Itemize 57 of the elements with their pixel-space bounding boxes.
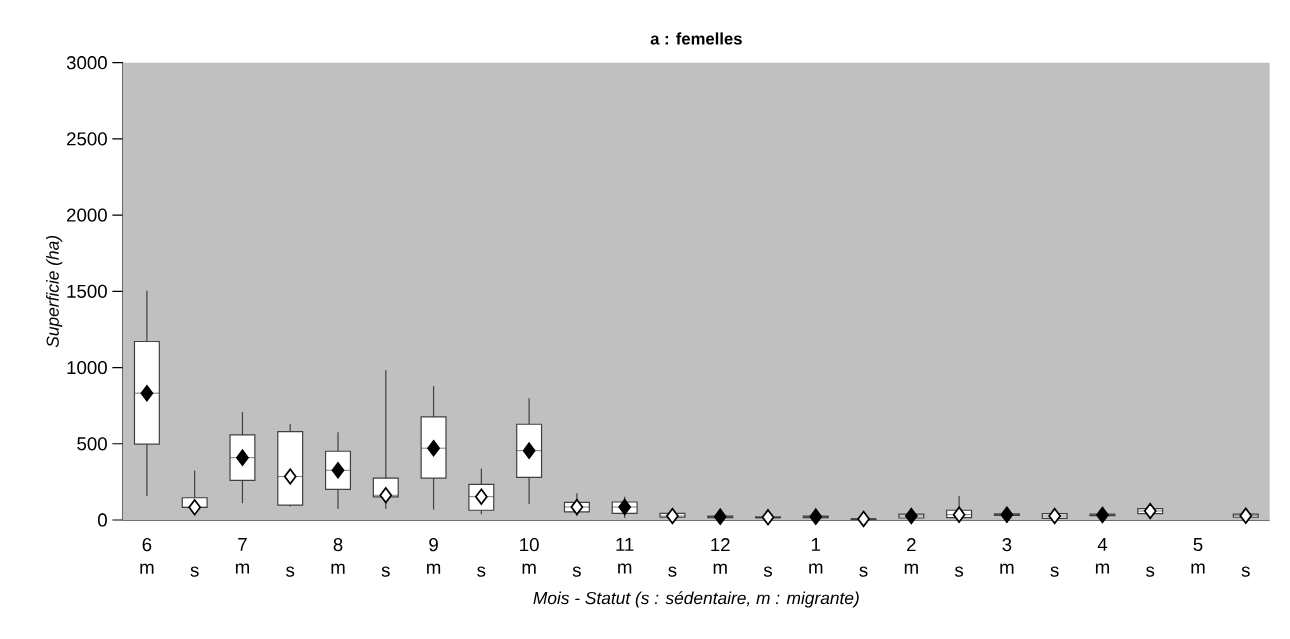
x-tick-label: 7 m: [235, 538, 249, 574]
x-tick-label: 12 m: [711, 538, 730, 574]
x-tick-label: s: [477, 566, 486, 577]
x-tick-label: s: [1146, 566, 1155, 577]
point: [427, 439, 440, 457]
x-tick-label: s: [1050, 566, 1059, 577]
point: [236, 449, 249, 466]
point: [904, 507, 918, 525]
x-tick-label: 10 m: [520, 538, 539, 574]
point: [474, 488, 488, 505]
x-tick-label: 2 m: [904, 538, 918, 574]
point: [618, 498, 632, 516]
y-tick-label: 2000: [67, 208, 107, 222]
point: [140, 384, 154, 402]
y-tick-label: 1000: [67, 360, 107, 375]
point: [1000, 506, 1014, 523]
x-tick-label: 9 m: [427, 538, 441, 574]
point: [713, 508, 727, 525]
y-axis-title: Superficie (ha): [46, 236, 63, 348]
y-tick-label: 1500: [67, 284, 107, 298]
point: [1096, 506, 1109, 524]
point: [331, 462, 345, 479]
x-tick-label: 6 m: [140, 538, 154, 574]
x-tick-label: s: [954, 566, 964, 577]
y-tick-label: 2500: [67, 132, 107, 146]
point: [1143, 502, 1157, 520]
point: [952, 506, 966, 523]
point: [522, 442, 536, 459]
x-tick-label: 4 m: [1095, 538, 1109, 574]
y-tick-label: 0: [97, 513, 107, 527]
point: [666, 507, 679, 525]
y-tick-label: 500: [77, 437, 107, 451]
x-tick-label: s: [668, 566, 677, 577]
x-tick-label: s: [381, 566, 390, 577]
point: [188, 499, 202, 516]
point: [379, 487, 393, 504]
point: [1239, 507, 1253, 524]
x-tick-label: s: [859, 566, 868, 577]
point: [1048, 507, 1062, 525]
point: [809, 508, 823, 525]
x-tick-label: 8 m: [331, 538, 345, 574]
x-tick-label: s: [763, 566, 772, 577]
x-tick-label: s: [190, 566, 199, 577]
x-tick-label: 3 m: [1000, 538, 1014, 574]
chart-title: a : femelles: [650, 32, 742, 45]
x-tick-label: 5 m: [1191, 538, 1205, 574]
x-tick-label: s: [572, 566, 581, 577]
point: [570, 498, 584, 516]
point: [283, 468, 297, 485]
y-tick-label: 3000: [66, 56, 107, 70]
x-tick-label: 1 m: [809, 538, 823, 574]
point: [761, 509, 775, 526]
point: [857, 510, 870, 528]
x-tick-label: 11 m: [616, 538, 634, 574]
x-tick-label: s: [1241, 566, 1250, 577]
x-axis-title: Mois - Statut (s : sédentaire, m : migrante): [533, 591, 859, 608]
x-tick-label: s: [286, 566, 295, 577]
